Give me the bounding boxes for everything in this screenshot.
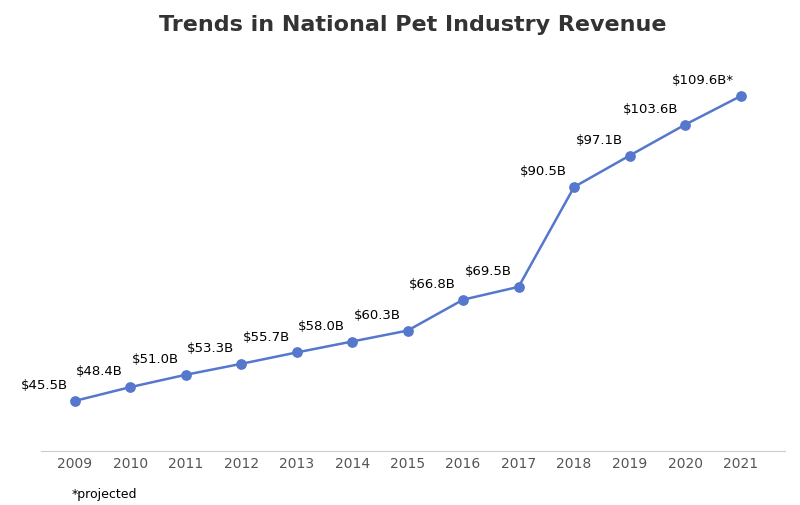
Point bbox=[179, 371, 192, 379]
Title: Trends in National Pet Industry Revenue: Trends in National Pet Industry Revenue bbox=[159, 15, 667, 35]
Text: $69.5B: $69.5B bbox=[465, 265, 512, 278]
Point bbox=[457, 296, 470, 304]
Point bbox=[734, 93, 747, 101]
Text: *projected: *projected bbox=[72, 487, 138, 500]
Text: $51.0B: $51.0B bbox=[131, 352, 178, 365]
Text: $109.6B*: $109.6B* bbox=[671, 74, 734, 87]
Text: $53.3B: $53.3B bbox=[187, 341, 234, 355]
Text: $66.8B: $66.8B bbox=[410, 277, 456, 290]
Text: $45.5B: $45.5B bbox=[21, 378, 68, 391]
Text: $58.0B: $58.0B bbox=[298, 319, 345, 332]
Text: $48.4B: $48.4B bbox=[76, 365, 123, 378]
Text: $97.1B: $97.1B bbox=[575, 134, 622, 146]
Text: $103.6B: $103.6B bbox=[622, 103, 678, 116]
Point bbox=[678, 121, 691, 129]
Text: $55.7B: $55.7B bbox=[242, 330, 290, 343]
Point bbox=[68, 397, 81, 405]
Text: $60.3B: $60.3B bbox=[354, 308, 401, 321]
Point bbox=[290, 349, 303, 357]
Point bbox=[402, 327, 414, 335]
Point bbox=[234, 360, 247, 368]
Point bbox=[124, 383, 137, 391]
Point bbox=[568, 183, 581, 191]
Point bbox=[623, 152, 636, 160]
Point bbox=[346, 338, 358, 346]
Point bbox=[512, 283, 525, 291]
Text: $90.5B: $90.5B bbox=[520, 165, 567, 178]
